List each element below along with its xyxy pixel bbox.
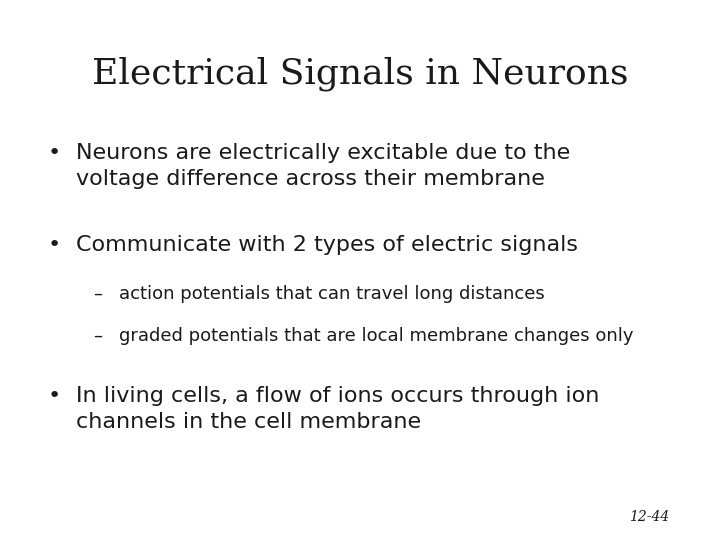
Text: graded potentials that are local membrane changes only: graded potentials that are local membran… [119,327,634,345]
Text: action potentials that can travel long distances: action potentials that can travel long d… [119,285,544,303]
Text: –: – [93,285,102,303]
Text: –: – [93,327,102,345]
Text: •: • [48,235,60,255]
Text: •: • [48,143,60,163]
Text: Electrical Signals in Neurons: Electrical Signals in Neurons [91,57,629,91]
Text: 12-44: 12-44 [629,510,670,524]
Text: •: • [48,386,60,406]
Text: Communicate with 2 types of electric signals: Communicate with 2 types of electric sig… [76,235,577,255]
Text: In living cells, a flow of ions occurs through ion
channels in the cell membrane: In living cells, a flow of ions occurs t… [76,386,599,431]
Text: Neurons are electrically excitable due to the
voltage difference across their me: Neurons are electrically excitable due t… [76,143,570,188]
